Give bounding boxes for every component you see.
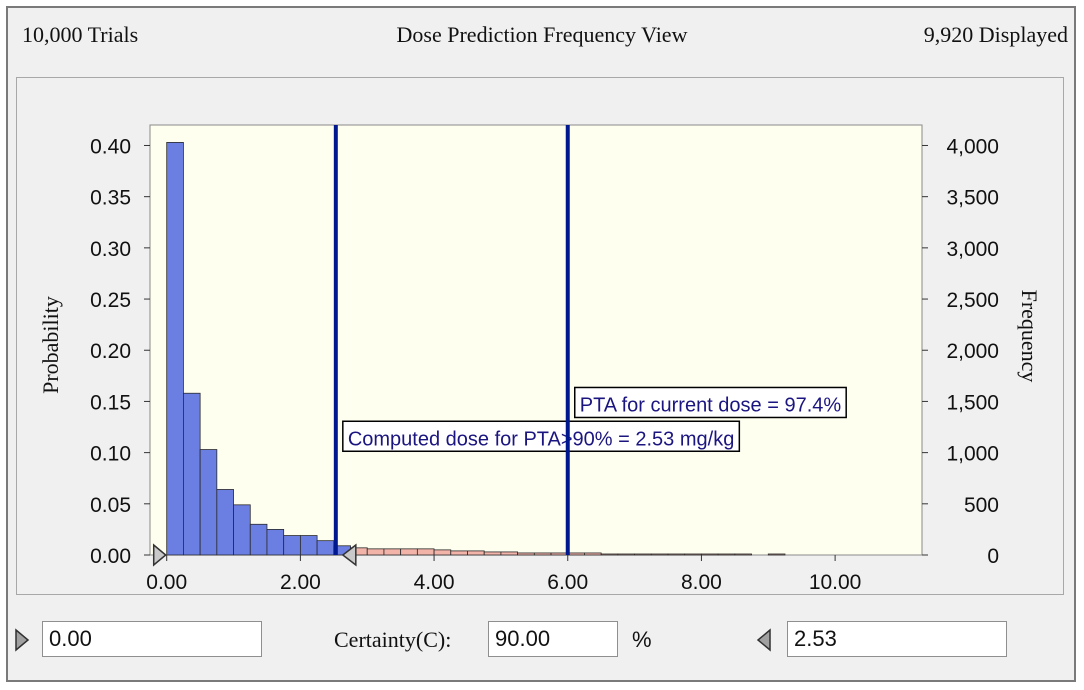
x-tick-label: 10.00 [809,571,862,594]
y-tick-label-left: 0.20 [90,340,131,363]
marker-label-box [342,420,741,453]
lower-bound-input[interactable]: 0.00 [42,621,262,657]
histogram-bar-out-of-range [701,553,719,556]
y-tick-label-right: 4,000 [946,135,999,158]
histogram-bar-out-of-range [467,550,485,556]
marker-line-label: PTA for current dose = 97.4% [573,386,847,419]
histogram-bar-out-of-range [734,553,752,556]
y-tick-label-right: 3,000 [946,238,999,261]
y-tick-label-left: 0.05 [90,494,131,517]
y-tick-label-right: 500 [964,494,999,517]
y-tick-label-right: 2,000 [946,340,999,363]
trials-count: 10,000 Trials [22,22,139,47]
y-axis-label-left: Probability [38,296,63,394]
upper-range-grabber-icon[interactable] [341,543,357,567]
histogram-bar-out-of-range [450,550,468,556]
y-tick-label-right: 0 [987,545,999,568]
certainty-bars [166,142,351,556]
histogram-bar-out-of-range [383,548,402,556]
histogram-bar-out-of-range [634,553,652,556]
histogram-bar-out-of-range [567,552,585,556]
y-tick-label-left: 0.00 [90,545,131,568]
histogram-bar-out-of-range [433,549,452,556]
y-axis-label-right: Frequency [1017,290,1042,383]
histogram-bar-in-range [183,392,201,556]
lower-range-grabber-icon[interactable] [152,543,167,567]
histogram-bar-in-range [249,523,268,556]
histogram-bar-in-range [199,449,218,556]
marker-label-box [573,386,847,419]
histogram-bar-out-of-range [416,548,435,556]
histogram-bar-in-range [283,535,301,556]
histogram-bar-out-of-range [550,552,569,556]
y-tick-label-left: 0.30 [90,238,131,261]
histogram-bar-in-range [316,540,335,556]
histogram-bar-out-of-range [767,553,786,556]
outside-bars [350,547,786,556]
x-tick-label: 2.00 [280,571,321,594]
histogram-bar-out-of-range [717,553,736,556]
y-tick-label-right: 1,500 [946,391,999,414]
marker-label-text: Computed dose for PTA>90% = 2.53 mg/kg [348,428,735,450]
plot-area [149,124,923,556]
upper-bound-input[interactable]: 2.53 [787,621,1007,657]
y-tick-label-left: 0.40 [90,135,131,158]
chart-title: Dose Prediction Frequency View [396,22,688,47]
histogram-bar-out-of-range [517,552,535,556]
histogram-bar-in-range [166,142,184,556]
y-tick-label-right: 3,500 [946,187,999,210]
histogram-bar-out-of-range [684,553,702,556]
histogram-bar-in-range [266,529,285,556]
histogram-bar-out-of-range [533,552,552,556]
y-tick-label-left: 0.25 [90,289,131,312]
x-tick-label: 0.00 [146,571,187,594]
histogram-bar-out-of-range [600,553,619,556]
certainty-label: Certainty(C): [334,627,452,652]
histogram-bar-in-range [233,504,251,556]
histogram-bar-out-of-range [650,553,669,556]
histogram-bar-out-of-range [500,551,519,556]
certainty-input[interactable]: 90.00 [488,621,618,657]
histogram-bar-out-of-range [483,551,502,556]
histogram-bar-out-of-range [400,548,418,556]
y-tick-label-left: 0.35 [90,187,131,210]
axis-ticks: 0.00 2.00 4.00 6.00 8.00 10.00 0.00 0.05 0.10 0.1… [90,135,999,594]
lower-grabber-icon[interactable] [14,628,30,652]
upper-grabber-icon[interactable] [756,628,772,652]
marker-line-label: Computed dose for PTA>90% = 2.53 mg/kg [342,420,741,453]
histogram-bar-out-of-range [584,552,602,556]
histogram-bar-out-of-range [667,553,686,556]
y-tick-label-left: 0.15 [90,391,131,414]
x-tick-label: 6.00 [547,571,588,594]
histogram-bar-in-range [299,535,318,556]
histogram-bar-in-range [216,489,234,556]
range-grabbers [152,543,357,567]
x-tick-label: 8.00 [681,571,722,594]
marker-label-text: PTA for current dose = 97.4% [580,394,842,416]
percent-label: % [632,627,652,652]
y-tick-label-right: 1,000 [946,443,999,466]
y-tick-label-left: 0.10 [90,443,131,466]
histogram-bar-out-of-range [366,548,385,556]
y-tick-label-right: 2,500 [946,289,999,312]
marker-lines: Computed dose for PTA>90% = 2.53 mg/kg PT… [333,125,847,555]
histogram-bar-out-of-range [617,553,635,556]
x-tick-label: 4.00 [414,571,455,594]
displayed-count: 9,920 Displayed [923,22,1068,47]
